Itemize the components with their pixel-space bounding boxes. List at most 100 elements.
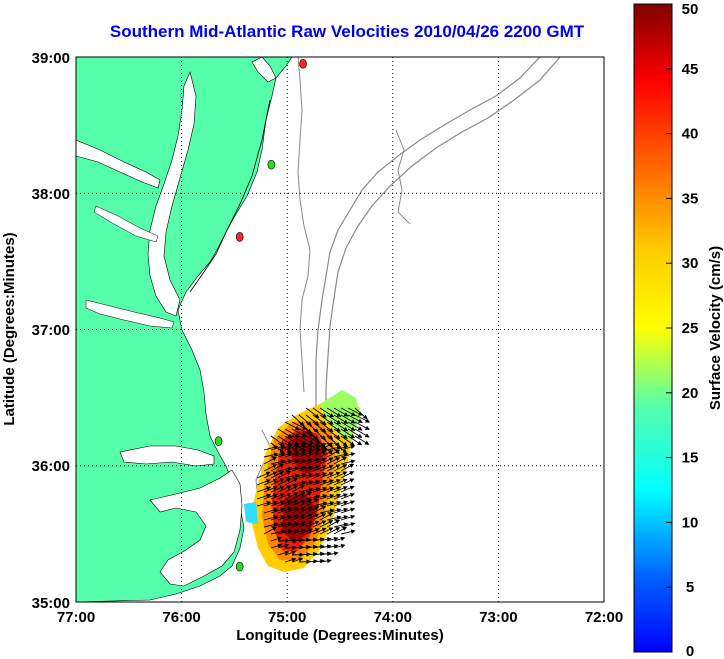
velocity-vector bbox=[340, 459, 356, 465]
velocity-vector bbox=[326, 551, 339, 556]
velocity-vector bbox=[340, 435, 355, 446]
station-markers bbox=[214, 59, 307, 572]
velocity-vector bbox=[263, 452, 279, 458]
velocity-vector bbox=[312, 520, 327, 528]
velocity-vector bbox=[298, 499, 313, 507]
velocity-vector bbox=[256, 493, 272, 500]
velocity-vector bbox=[284, 458, 300, 465]
velocity-vector bbox=[312, 443, 327, 451]
velocity-vector bbox=[284, 499, 299, 507]
colorbar-tick-label: 35 bbox=[682, 190, 699, 207]
velocity-vector bbox=[326, 500, 342, 507]
velocity-vector bbox=[284, 550, 297, 556]
velocity-vector bbox=[277, 507, 293, 514]
velocity-vector bbox=[319, 407, 335, 418]
velocity-vector bbox=[298, 414, 312, 426]
velocity-vector bbox=[298, 544, 311, 550]
velocity-vector bbox=[305, 450, 320, 458]
velocity-vector bbox=[340, 421, 356, 431]
velocity-vector bbox=[354, 407, 368, 420]
velocity-vector bbox=[277, 514, 293, 521]
velocity-vector bbox=[284, 521, 300, 528]
velocity-vector bbox=[319, 520, 334, 528]
velocity-vector bbox=[291, 480, 307, 486]
velocity-vector bbox=[333, 543, 346, 549]
velocity-vector bbox=[305, 520, 320, 528]
velocity-vector bbox=[354, 414, 371, 423]
velocity-vector bbox=[291, 521, 307, 528]
velocity-vector bbox=[284, 557, 297, 563]
velocity-vector bbox=[277, 428, 293, 438]
velocity-vector bbox=[319, 527, 334, 535]
velocity-vector bbox=[326, 414, 342, 425]
velocity-vector bbox=[347, 421, 363, 431]
velocity-vector bbox=[326, 515, 342, 521]
colorbar-tick-label: 40 bbox=[682, 126, 699, 143]
velocity-vector bbox=[312, 457, 327, 465]
velocity-vector bbox=[256, 479, 271, 486]
velocity-vector bbox=[305, 513, 320, 521]
velocity-vector bbox=[263, 445, 279, 451]
velocity-vector bbox=[326, 486, 342, 493]
velocity-vector bbox=[340, 500, 356, 507]
colorbar-tick-label: 25 bbox=[682, 320, 699, 337]
velocity-vector bbox=[305, 421, 319, 433]
velocity-vector bbox=[291, 499, 306, 507]
velocity-vector bbox=[270, 514, 286, 521]
map-frame bbox=[75, 56, 605, 603]
velocity-vector bbox=[291, 506, 306, 514]
velocity-vector bbox=[333, 471, 348, 479]
velocity-vector bbox=[263, 526, 278, 535]
velocity-vector bbox=[319, 508, 335, 514]
velocity-vector bbox=[326, 471, 341, 479]
velocity-vector bbox=[326, 428, 341, 440]
velocity-vector bbox=[277, 543, 290, 549]
pamlico-sound bbox=[149, 469, 243, 587]
velocity-vector bbox=[340, 514, 356, 521]
velocity-vector bbox=[298, 537, 311, 543]
velocity-vector bbox=[298, 487, 314, 493]
velocity-vector bbox=[298, 491, 313, 500]
velocity-vector bbox=[263, 464, 278, 472]
velocity-vector bbox=[263, 500, 279, 507]
velocity-vector bbox=[319, 450, 334, 458]
velocity-vector bbox=[284, 435, 300, 445]
velocity-vector bbox=[305, 414, 320, 426]
velocity-vector bbox=[354, 435, 370, 445]
velocity-vector bbox=[284, 514, 300, 521]
velocity-vector bbox=[277, 521, 293, 528]
velocity-vector bbox=[333, 414, 349, 424]
velocity-vector bbox=[333, 464, 348, 472]
velocity-vector bbox=[284, 473, 300, 479]
velocity-vector bbox=[333, 452, 349, 458]
velocity-vector bbox=[291, 492, 306, 500]
lat-tick-label: 36:00 bbox=[32, 458, 70, 475]
velocity-vector bbox=[319, 421, 334, 433]
velocity-vector bbox=[319, 551, 332, 556]
velocity-field-edge-cyan bbox=[244, 502, 258, 524]
velocity-vector bbox=[284, 477, 299, 486]
velocity-vector bbox=[298, 465, 314, 472]
velocity-vector bbox=[319, 501, 335, 507]
velocity-vector bbox=[340, 463, 355, 472]
colorbar-gradient bbox=[633, 3, 673, 653]
velocity-vector bbox=[305, 537, 318, 542]
velocity-vector bbox=[333, 407, 349, 417]
velocity-vector bbox=[319, 537, 332, 542]
station-marker bbox=[235, 561, 244, 572]
velocity-vector bbox=[326, 464, 341, 472]
velocity-vector bbox=[263, 456, 278, 465]
velocity-vector bbox=[284, 451, 300, 458]
velocity-vector bbox=[333, 515, 349, 521]
map-title: Southern Mid-Atlantic Raw Velocities 201… bbox=[109, 22, 585, 41]
velocity-vector bbox=[326, 508, 342, 514]
velocity-vector bbox=[298, 513, 313, 521]
velocity-vector bbox=[305, 435, 322, 444]
velocity-vector bbox=[298, 552, 311, 557]
velocity-vector bbox=[333, 478, 348, 486]
lon-tick-label: 75:00 bbox=[268, 609, 306, 626]
velocity-vector bbox=[326, 519, 341, 528]
velocity-vector bbox=[270, 507, 286, 514]
velocity-vector bbox=[284, 421, 300, 430]
velocity-vector bbox=[333, 421, 349, 432]
